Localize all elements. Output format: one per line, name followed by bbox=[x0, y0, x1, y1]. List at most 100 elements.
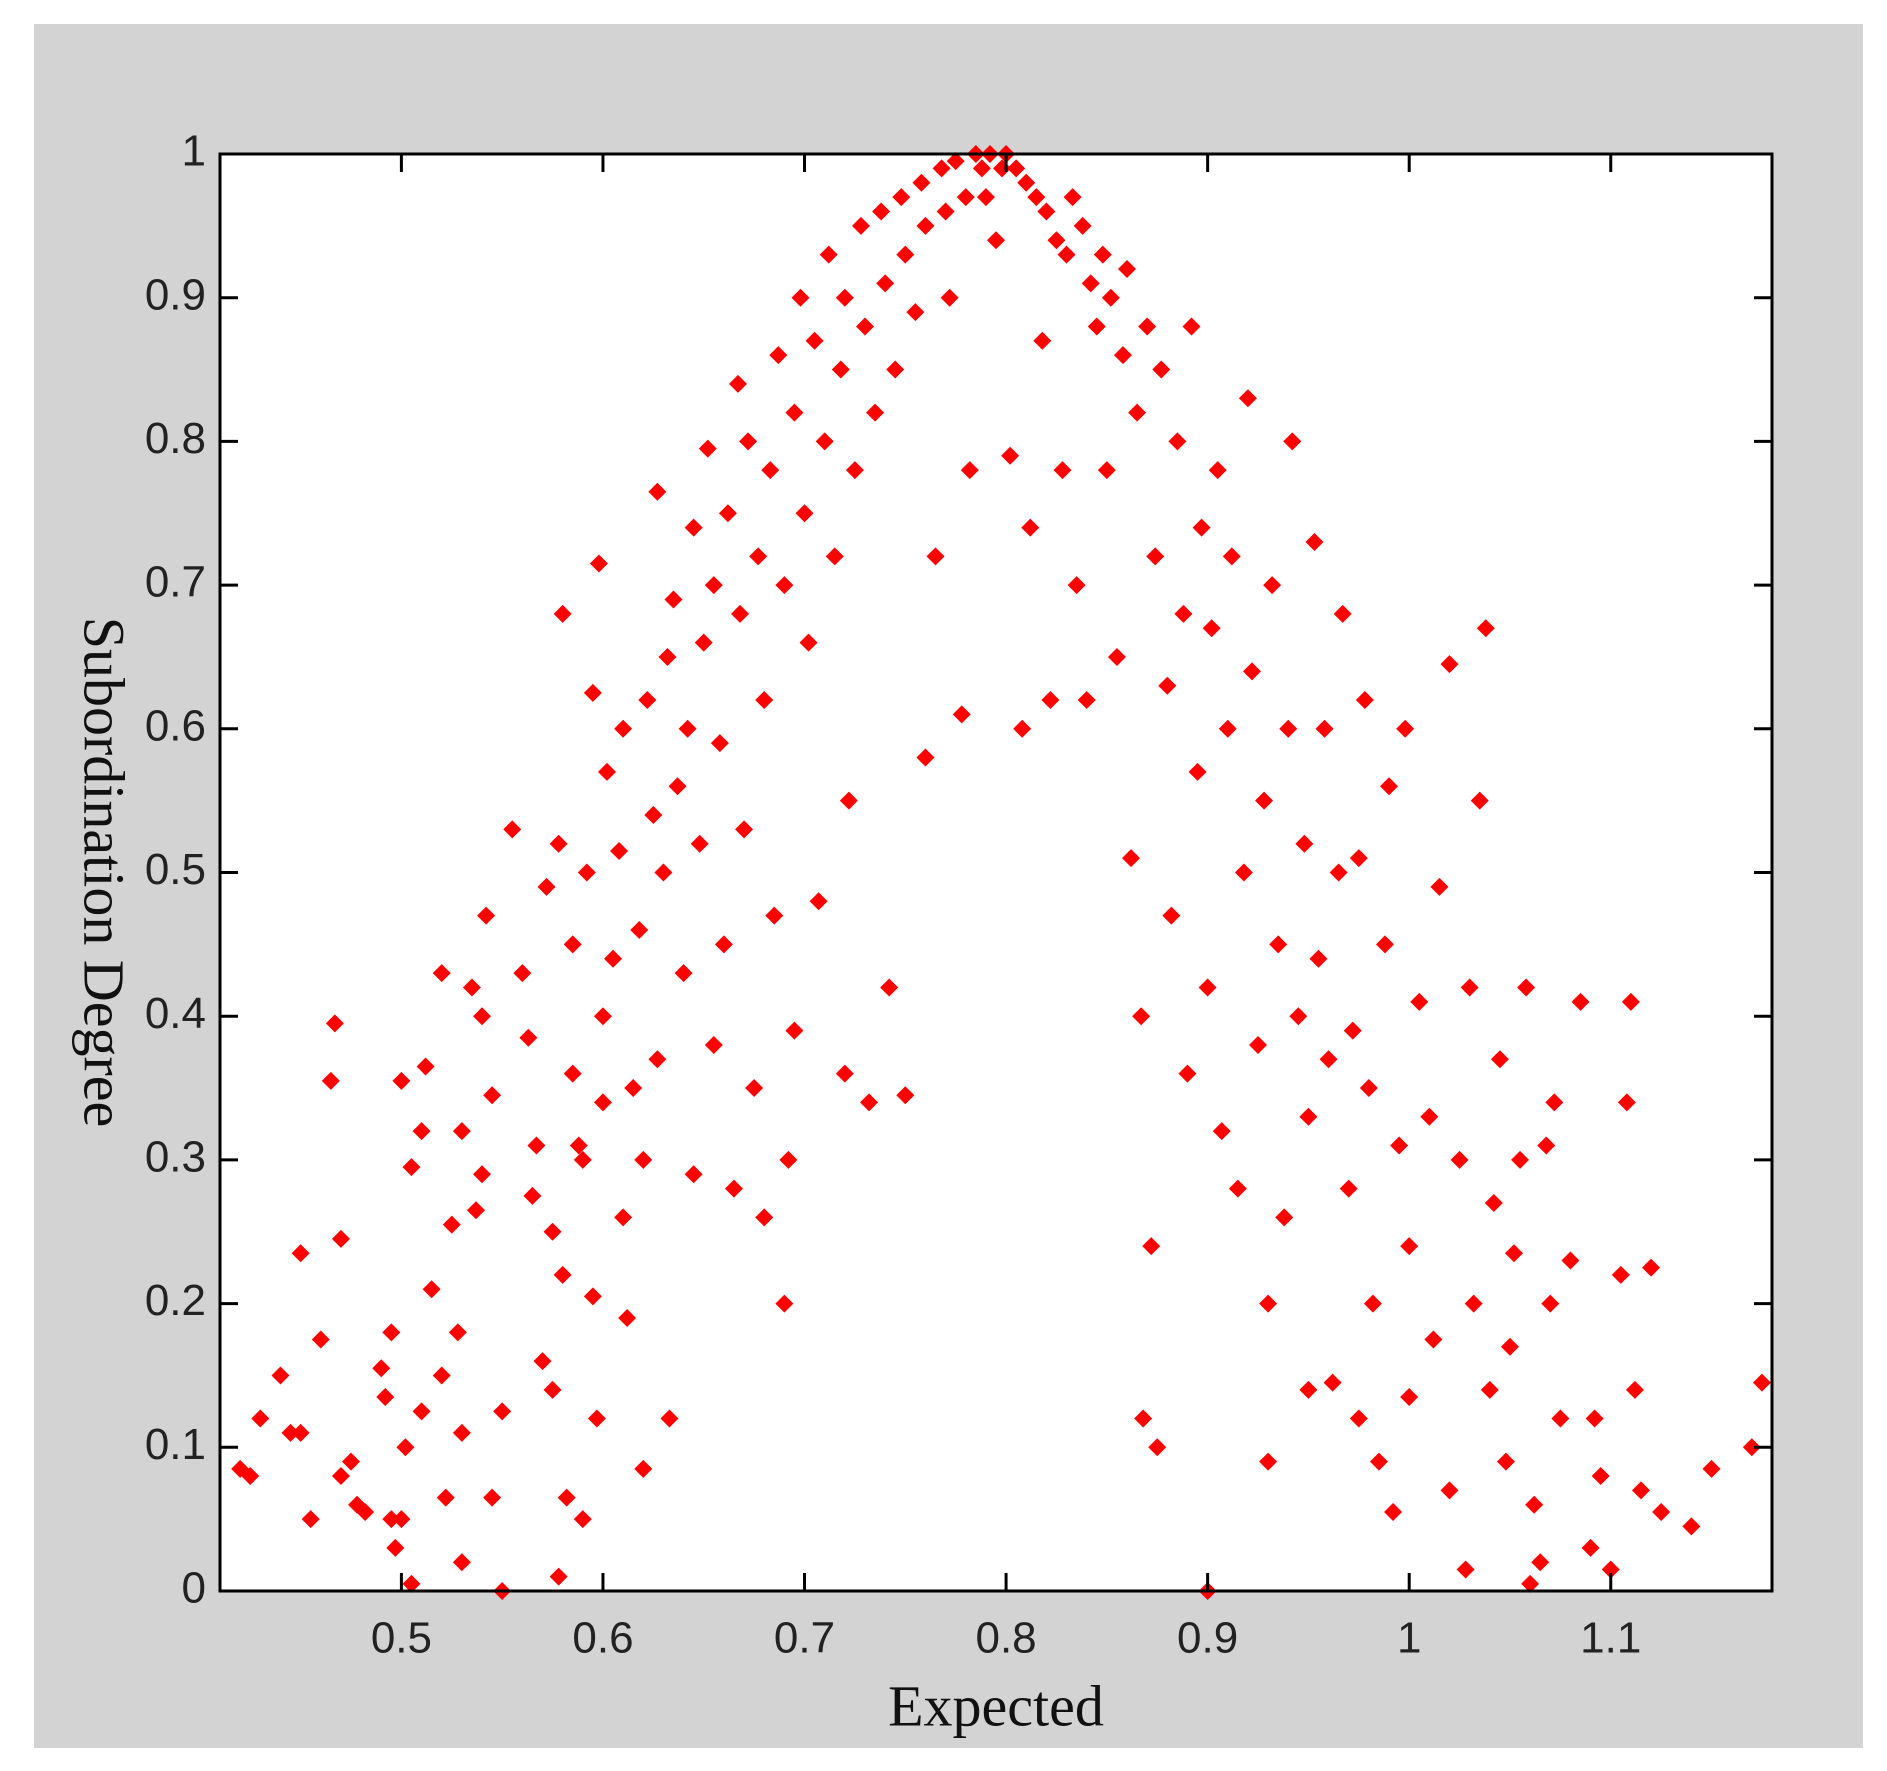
points bbox=[231, 145, 1771, 1600]
point bbox=[839, 791, 858, 810]
point bbox=[1621, 992, 1640, 1011]
point bbox=[1289, 1007, 1308, 1026]
point bbox=[549, 834, 568, 853]
point bbox=[1581, 1538, 1600, 1557]
point bbox=[714, 935, 733, 954]
point bbox=[422, 1280, 441, 1299]
point bbox=[1464, 1294, 1483, 1313]
point bbox=[1087, 317, 1106, 336]
point bbox=[477, 906, 496, 925]
point bbox=[1047, 231, 1066, 250]
point bbox=[1349, 849, 1368, 868]
point bbox=[1067, 576, 1086, 595]
point bbox=[1329, 863, 1348, 882]
point bbox=[614, 1208, 633, 1227]
x-tick-label: 1 bbox=[1397, 1614, 1421, 1663]
point bbox=[1279, 719, 1298, 738]
point bbox=[416, 1057, 435, 1076]
point bbox=[1077, 691, 1096, 710]
point bbox=[452, 1553, 471, 1572]
point bbox=[916, 748, 935, 767]
point bbox=[1128, 403, 1147, 422]
point bbox=[1041, 691, 1060, 710]
point bbox=[553, 1265, 572, 1284]
point bbox=[855, 317, 874, 336]
point bbox=[819, 245, 838, 264]
point bbox=[1132, 1007, 1151, 1026]
point bbox=[325, 1014, 344, 1033]
point bbox=[960, 461, 979, 480]
point bbox=[1053, 461, 1072, 480]
point bbox=[805, 331, 824, 350]
point bbox=[1682, 1517, 1701, 1536]
point bbox=[543, 1222, 562, 1241]
point bbox=[809, 892, 828, 911]
point bbox=[1631, 1481, 1650, 1500]
point bbox=[704, 576, 723, 595]
point bbox=[301, 1510, 320, 1529]
point bbox=[412, 1122, 431, 1141]
x-tick-label: 0.5 bbox=[371, 1614, 432, 1663]
point bbox=[1013, 719, 1032, 738]
point bbox=[648, 1050, 667, 1069]
point bbox=[1162, 906, 1181, 925]
point bbox=[976, 188, 995, 207]
point bbox=[1363, 1294, 1382, 1313]
x-tick-label: 0.7 bbox=[774, 1614, 835, 1663]
point bbox=[1259, 1294, 1278, 1313]
point bbox=[251, 1409, 270, 1428]
point bbox=[1093, 245, 1112, 264]
point bbox=[466, 1201, 485, 1220]
point bbox=[1295, 834, 1314, 853]
point bbox=[1369, 1452, 1388, 1471]
point bbox=[745, 1079, 764, 1098]
point bbox=[718, 504, 737, 523]
point bbox=[724, 1179, 743, 1198]
point bbox=[749, 547, 768, 566]
point bbox=[523, 1186, 542, 1205]
y-tick-label: 0.2 bbox=[145, 1276, 206, 1325]
point bbox=[1081, 274, 1100, 293]
point bbox=[543, 1380, 562, 1399]
point bbox=[1571, 992, 1590, 1011]
point bbox=[1134, 1409, 1153, 1428]
point bbox=[1349, 1409, 1368, 1428]
point bbox=[1158, 676, 1177, 695]
point bbox=[704, 1035, 723, 1054]
point bbox=[1118, 259, 1137, 278]
point bbox=[342, 1452, 361, 1471]
point bbox=[1299, 1380, 1318, 1399]
point bbox=[835, 1064, 854, 1083]
point bbox=[1642, 1258, 1661, 1277]
point bbox=[553, 604, 572, 623]
point bbox=[271, 1366, 290, 1385]
point bbox=[845, 461, 864, 480]
point bbox=[876, 274, 895, 293]
point bbox=[926, 547, 945, 566]
point bbox=[1500, 1337, 1519, 1356]
point bbox=[1178, 1064, 1197, 1083]
point bbox=[448, 1323, 467, 1342]
point bbox=[473, 1165, 492, 1184]
point bbox=[597, 762, 616, 781]
point bbox=[956, 188, 975, 207]
point bbox=[291, 1244, 310, 1263]
point bbox=[1505, 1244, 1524, 1263]
point bbox=[1551, 1409, 1570, 1428]
point bbox=[402, 1158, 421, 1177]
point bbox=[785, 403, 804, 422]
y-tick-label: 0.7 bbox=[145, 558, 206, 607]
point bbox=[587, 1409, 606, 1428]
point bbox=[1033, 331, 1052, 350]
point bbox=[674, 964, 693, 983]
point bbox=[1212, 1122, 1231, 1141]
point bbox=[577, 863, 596, 882]
point bbox=[731, 604, 750, 623]
point bbox=[1255, 791, 1274, 810]
point bbox=[1174, 604, 1193, 623]
point bbox=[1188, 762, 1207, 781]
point bbox=[775, 576, 794, 595]
point bbox=[668, 777, 687, 796]
y-tick-label: 0.1 bbox=[145, 1420, 206, 1469]
